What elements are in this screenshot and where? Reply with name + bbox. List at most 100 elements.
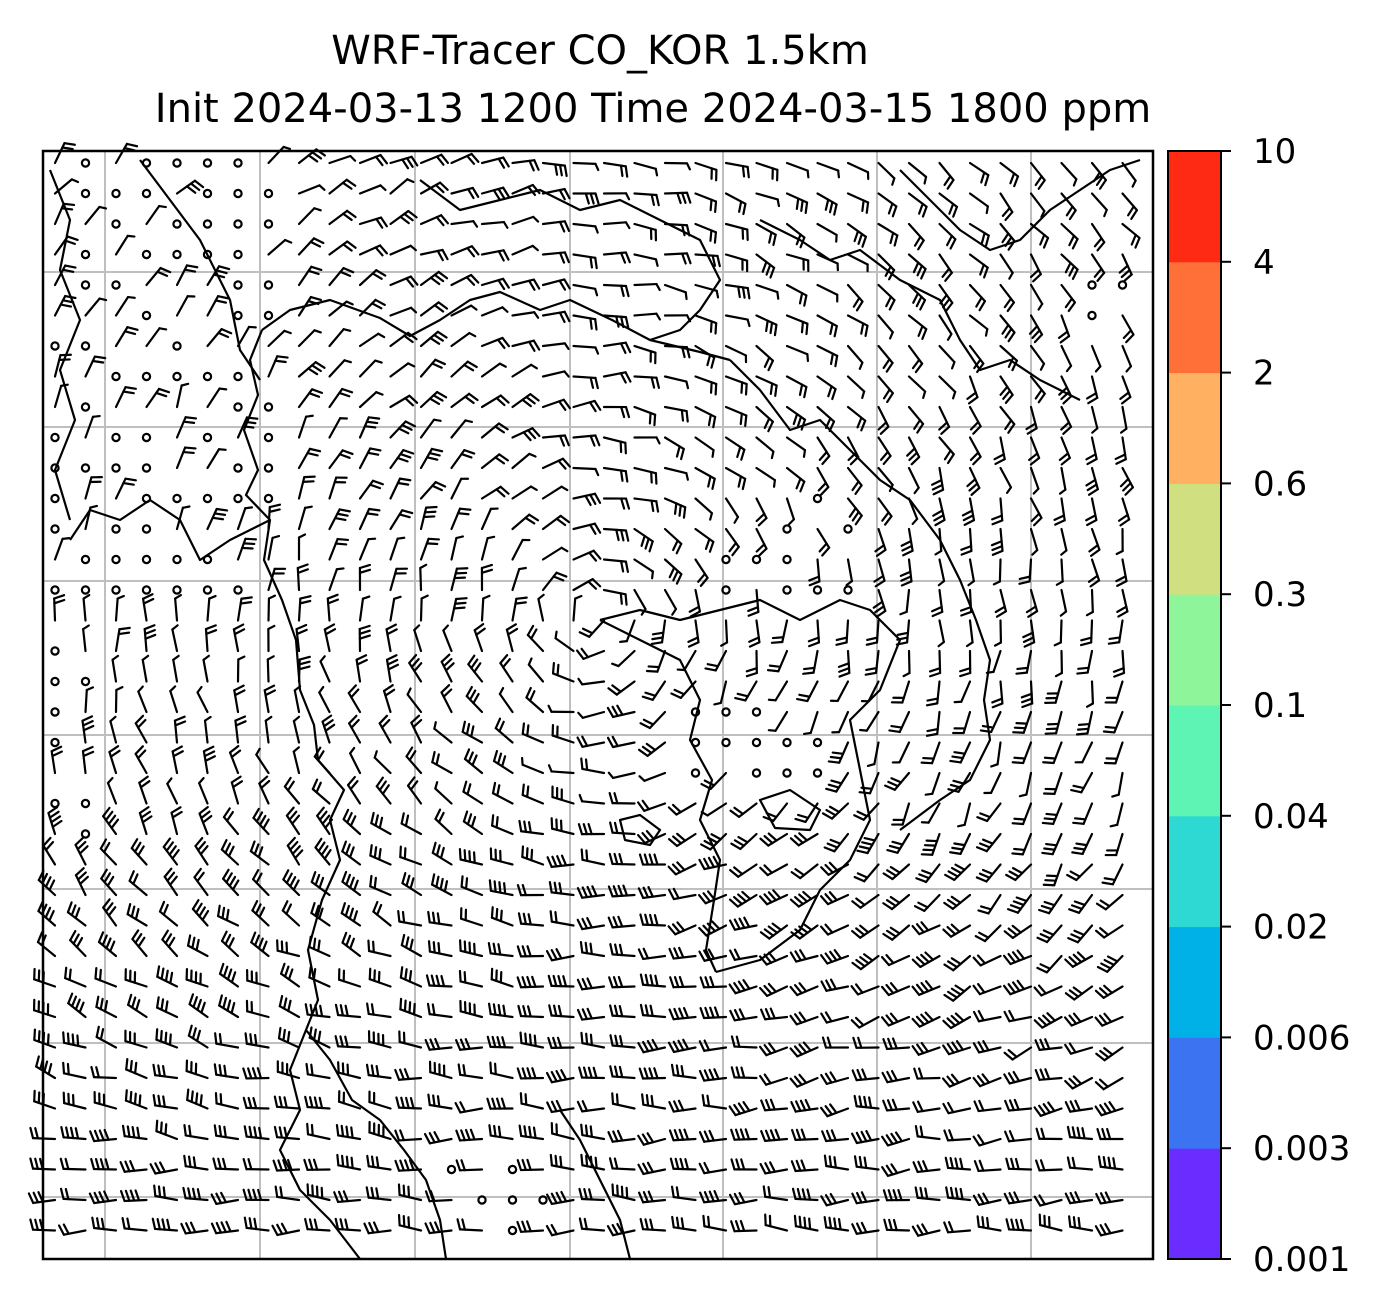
- wind-barb-flag: [791, 1128, 797, 1142]
- wind-barb-flag: [730, 1035, 736, 1048]
- wind-barb-flag: [346, 775, 356, 787]
- wind-barb-flag: [917, 239, 925, 251]
- wind-barb: [490, 906, 514, 927]
- wind-barb-shaft: [92, 1137, 118, 1143]
- wind-barb-flag: [624, 529, 630, 542]
- wind-barb-shaft: [550, 863, 575, 868]
- wind-barb: [455, 1159, 484, 1172]
- wind-barb: [999, 192, 1014, 222]
- wind-barb-calm: [141, 585, 152, 595]
- wind-barb-flag: [381, 784, 390, 795]
- wind-barb-flag: [1098, 1078, 1109, 1088]
- wind-barb-shaft: [772, 802, 789, 822]
- wind-barb-flag: [908, 451, 919, 462]
- wind-barb-shaft: [672, 1107, 697, 1113]
- wind-barb-flag: [889, 231, 895, 245]
- wind-barb-flag: [687, 636, 699, 643]
- wind-barb-shaft: [37, 878, 57, 897]
- wind-barb-flag: [1062, 395, 1073, 405]
- wind-barb-flag: [528, 279, 536, 291]
- wind-barb: [171, 745, 184, 775]
- wind-barb-flag: [98, 1129, 105, 1142]
- wind-barb: [355, 654, 368, 683]
- wind-barb-flag: [282, 145, 292, 150]
- wind-barb: [698, 1129, 728, 1143]
- wind-barb: [991, 680, 1004, 709]
- wind-barb-flag: [1127, 205, 1135, 217]
- wind-barb-flag: [352, 910, 359, 923]
- wind-barb-flag: [99, 1027, 105, 1041]
- wind-barb-shaft: [846, 375, 866, 393]
- wind-barb-shaft: [602, 221, 628, 226]
- wind-barb-shaft: [672, 1167, 697, 1171]
- wind-barb-calm: [141, 554, 152, 565]
- wind-barb: [267, 329, 292, 348]
- wind-barb: [999, 161, 1020, 188]
- wind-barb-shaft: [297, 506, 307, 531]
- wind-barb: [730, 1158, 758, 1171]
- wind-barb-shaft: [764, 1168, 789, 1175]
- wind-barb-flag: [379, 216, 388, 228]
- wind-barb-calm: [263, 219, 274, 229]
- wind-barb: [968, 436, 982, 466]
- wind-barb: [328, 417, 348, 439]
- wind-barb-flag: [437, 301, 449, 310]
- wind-barb-flag: [1120, 269, 1131, 279]
- wind-barb: [572, 192, 600, 205]
- wind-barb: [688, 588, 702, 618]
- wind-barb-flag: [965, 641, 974, 648]
- wind-barb-shaft: [580, 1197, 606, 1202]
- wind-barb-shaft: [938, 588, 944, 613]
- wind-barb: [755, 253, 776, 279]
- wind-barb: [825, 771, 850, 793]
- wind-barb: [785, 497, 796, 526]
- wind-barb-flag: [1077, 722, 1091, 727]
- wind-barb-shaft: [541, 187, 566, 195]
- wind-barb-shaft: [489, 889, 514, 897]
- wind-barb-shaft: [907, 497, 919, 521]
- wind-barb-shaft: [440, 660, 453, 683]
- wind-barb-shaft: [675, 802, 697, 816]
- wind-barb-flag: [436, 330, 448, 339]
- wind-barb: [1041, 802, 1063, 825]
- wind-barb-flag: [119, 1161, 126, 1173]
- wind-barb-flag: [336, 537, 350, 542]
- wind-barb-flag: [312, 937, 317, 951]
- wind-barb-flag: [291, 845, 301, 856]
- wind-barb: [267, 624, 276, 653]
- wind-barb-shaft: [292, 720, 301, 744]
- wind-barb-shaft: [794, 1137, 819, 1142]
- wind-barb-shaft: [419, 537, 430, 561]
- wind-barb-flag: [973, 1160, 980, 1173]
- wind-barb-shaft: [724, 283, 749, 290]
- wind-barb-flag: [547, 704, 553, 713]
- wind-barb-flag: [249, 1033, 253, 1046]
- wind-barb-flag: [134, 1061, 138, 1075]
- wind-barb-shaft: [405, 755, 423, 775]
- wind-barb: [100, 868, 118, 897]
- wind-barb-flag: [399, 997, 403, 1011]
- wind-barb-flag: [460, 1159, 466, 1172]
- wind-barb-flag: [1115, 575, 1127, 583]
- wind-barb-flag: [550, 1192, 558, 1205]
- wind-barb-flag: [1040, 1127, 1046, 1140]
- wind-barb: [458, 939, 484, 958]
- wind-barb-flag: [874, 605, 885, 614]
- wind-barb: [881, 1069, 911, 1084]
- wind-barb: [983, 771, 1002, 795]
- wind-barb-flag: [341, 181, 353, 190]
- wind-barb-calm: [80, 249, 91, 260]
- wind-barb-shaft: [1121, 588, 1129, 613]
- wind-barb-shaft: [998, 558, 1002, 583]
- wind-barb-flag: [99, 1158, 105, 1171]
- wind-barb-shaft: [766, 863, 789, 877]
- wind-barb-flag: [1039, 1159, 1046, 1172]
- wind-barb-shaft: [663, 497, 687, 509]
- wind-barb-flag: [620, 497, 626, 510]
- wind-barb-calm: [507, 1195, 518, 1205]
- wind-barb-shaft: [123, 1198, 148, 1203]
- wind-barb-flag: [578, 1066, 584, 1079]
- wind-barb-flag: [558, 279, 567, 291]
- wind-barb-flag: [704, 667, 717, 672]
- wind-barb-calm: [263, 402, 274, 412]
